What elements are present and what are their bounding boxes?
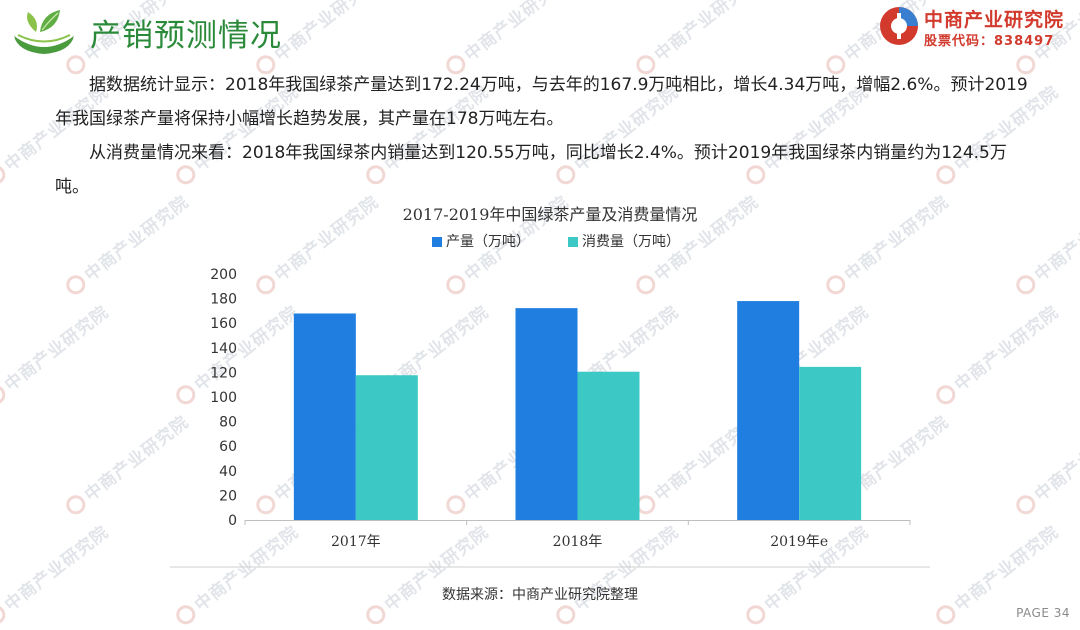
y-tick-label: 140 (210, 341, 237, 357)
logo-company-name: 中商产业研究院 (924, 9, 1065, 31)
y-tick-label: 60 (219, 439, 237, 455)
bar-production (515, 308, 578, 520)
legend-label-1: 消费量（万吨） (582, 234, 680, 250)
bar-chart: 2017-2019年中国绿茶产量及消费量情况产量（万吨） 消费量（万吨） 0 20 40… (170, 196, 930, 568)
company-logo: 中商产业研究院 股票代码：838497 (878, 4, 1074, 50)
watermark-text: 中商产业研究院 (0, 518, 113, 629)
legend-swatch-0 (432, 237, 442, 247)
page-title: 产销预测情况 (90, 18, 282, 54)
x-tick-label: 2018年 (553, 534, 603, 550)
y-tick-label: 160 (210, 316, 237, 332)
watermark-text: 中商产业研究院 (930, 298, 1063, 409)
bar-consumption (799, 366, 862, 520)
x-tick-label: 2019年e (770, 534, 828, 550)
y-tick-label: 80 (219, 415, 237, 431)
y-tick-label: 20 (219, 488, 237, 504)
paragraph-consumption: 从消费量情况来看：2018年我国绿茶内销量达到120.55万吨，同比增长2.4%… (55, 143, 1007, 197)
y-tick-label: 120 (210, 365, 237, 381)
logo-stock-code: 股票代码：838497 (924, 34, 1055, 49)
watermark-text: 中商产业研究院 (1010, 188, 1080, 299)
legend-label-0: 产量（万吨） (446, 234, 530, 250)
watermark-text: 中商产业研究院 (0, 298, 113, 409)
logo-mark-icon (880, 7, 918, 45)
data-source: 数据来源：中商产业研究院整理 (442, 587, 638, 603)
y-tick-label: 180 (210, 292, 237, 308)
page-number: PAGE 34 (1016, 606, 1070, 620)
paragraph-production: 据数据统计显示：2018年我国绿茶产量达到172.24万吨，与去年的167.9万… (55, 75, 1028, 129)
bar-production (293, 313, 356, 520)
header: 产销预测情况 中商产业研究院 股票代码：838497 (0, 0, 1080, 62)
y-tick-label: 100 (210, 390, 237, 406)
legend-swatch-1 (568, 237, 578, 247)
chart-title: 2017-2019年中国绿茶产量及消费量情况 (403, 205, 698, 224)
watermark-text: 中商产业研究院 (1010, 408, 1080, 519)
y-tick-label: 0 (228, 513, 237, 529)
tea-leaf-icon (14, 10, 74, 54)
bar-consumption (355, 375, 418, 520)
y-tick-label: 200 (210, 267, 237, 283)
bar-consumption (577, 371, 640, 520)
body-text: 据数据统计显示：2018年我国绿茶产量达到172.24万吨，与去年的167.9万… (55, 68, 1035, 204)
x-tick-label: 2017年 (331, 534, 381, 550)
bar-production (737, 301, 800, 520)
y-tick-label: 40 (219, 464, 237, 480)
